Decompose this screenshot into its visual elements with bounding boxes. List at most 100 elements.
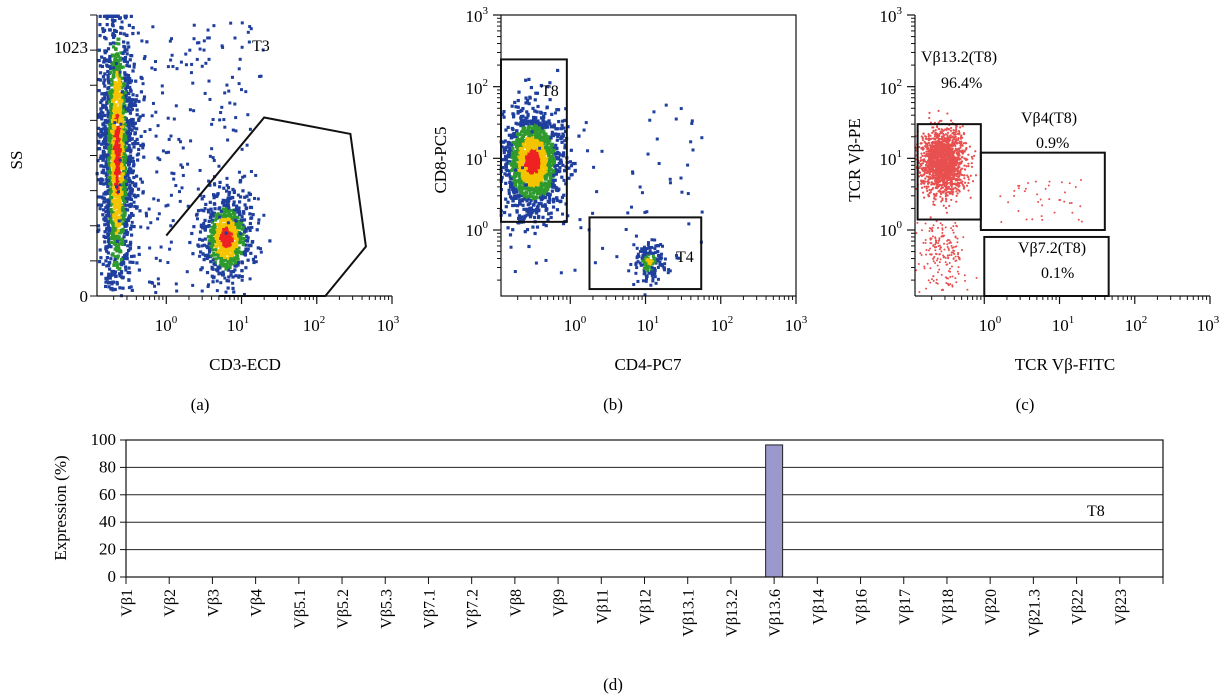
event-point bbox=[514, 196, 518, 200]
event-point bbox=[198, 237, 202, 241]
event-point bbox=[525, 120, 529, 124]
event-point bbox=[207, 283, 211, 287]
event-point bbox=[116, 180, 120, 184]
event-point bbox=[151, 25, 155, 29]
event-point bbox=[203, 254, 208, 258]
event-point bbox=[543, 175, 548, 179]
event-point bbox=[213, 183, 217, 187]
event-point bbox=[99, 127, 103, 131]
event-point bbox=[129, 79, 134, 83]
event-point bbox=[651, 262, 655, 266]
event-point bbox=[636, 252, 640, 256]
event-point bbox=[107, 111, 111, 115]
event-point bbox=[656, 250, 660, 254]
event-point bbox=[106, 234, 110, 239]
event-point bbox=[516, 155, 521, 159]
event-point bbox=[157, 212, 161, 216]
event-point bbox=[109, 78, 113, 82]
event-point bbox=[123, 256, 127, 261]
event-point bbox=[629, 262, 633, 266]
event-point bbox=[240, 215, 244, 219]
event-point bbox=[522, 215, 527, 219]
event-point bbox=[947, 190, 950, 194]
event-point bbox=[141, 142, 145, 146]
event-point bbox=[113, 121, 117, 125]
event-point bbox=[649, 283, 653, 287]
event-point bbox=[655, 137, 659, 141]
event-point bbox=[524, 162, 528, 166]
event-point bbox=[130, 137, 134, 141]
event-point bbox=[101, 140, 106, 144]
event-point bbox=[518, 158, 522, 162]
event-point bbox=[528, 215, 533, 219]
event-point bbox=[102, 165, 106, 169]
event-point bbox=[520, 186, 524, 190]
event-point bbox=[223, 239, 228, 244]
event-point bbox=[175, 67, 179, 71]
event-point bbox=[127, 171, 131, 175]
event-point bbox=[537, 169, 541, 173]
event-point bbox=[514, 135, 518, 139]
event-point bbox=[505, 168, 510, 173]
event-point bbox=[106, 178, 110, 182]
event-point bbox=[555, 108, 559, 112]
event-point bbox=[141, 113, 145, 117]
event-point bbox=[247, 243, 251, 247]
event-point bbox=[214, 248, 218, 252]
event-point bbox=[510, 104, 514, 108]
event-point bbox=[122, 198, 126, 203]
event-point bbox=[118, 82, 122, 86]
event-point bbox=[121, 95, 125, 99]
event-point bbox=[109, 94, 113, 99]
event-point bbox=[104, 49, 109, 53]
event-point bbox=[657, 253, 661, 257]
event-point bbox=[533, 164, 537, 168]
event-point bbox=[200, 266, 204, 270]
event-point bbox=[541, 118, 545, 122]
event-point bbox=[650, 273, 654, 277]
event-point bbox=[126, 81, 130, 85]
event-point bbox=[547, 171, 551, 175]
event-point bbox=[110, 54, 115, 58]
event-point bbox=[107, 175, 111, 180]
event-point bbox=[127, 91, 131, 96]
event-point bbox=[543, 111, 547, 116]
event-point bbox=[107, 147, 111, 151]
event-point bbox=[233, 102, 237, 106]
event-point bbox=[108, 260, 112, 265]
event-point bbox=[106, 225, 111, 229]
event-point bbox=[113, 19, 117, 23]
event-point bbox=[653, 267, 657, 271]
event-point bbox=[642, 245, 646, 249]
event-point bbox=[650, 245, 654, 249]
event-point bbox=[131, 142, 135, 146]
event-point bbox=[528, 142, 532, 146]
event-point bbox=[544, 166, 548, 171]
event-point bbox=[513, 161, 517, 165]
event-point bbox=[529, 198, 533, 203]
event-point bbox=[128, 242, 133, 246]
event-point bbox=[217, 207, 221, 211]
event-point bbox=[542, 161, 546, 165]
event-point bbox=[542, 122, 546, 126]
event-point bbox=[646, 152, 650, 156]
event-point bbox=[110, 232, 115, 237]
event-point bbox=[155, 170, 159, 174]
event-point bbox=[220, 231, 224, 235]
event-point bbox=[108, 118, 112, 122]
event-point bbox=[120, 82, 125, 86]
event-point bbox=[98, 33, 102, 38]
event-point bbox=[510, 143, 514, 147]
event-point bbox=[136, 194, 140, 198]
event-point bbox=[548, 81, 552, 85]
event-point bbox=[203, 227, 207, 231]
event-point bbox=[223, 258, 227, 262]
event-point bbox=[99, 164, 103, 168]
event-point bbox=[544, 258, 548, 262]
event-point bbox=[156, 124, 160, 128]
event-point bbox=[261, 48, 265, 52]
event-point bbox=[134, 195, 138, 199]
event-point bbox=[946, 194, 949, 197]
event-point bbox=[538, 166, 542, 170]
event-point bbox=[530, 121, 534, 125]
